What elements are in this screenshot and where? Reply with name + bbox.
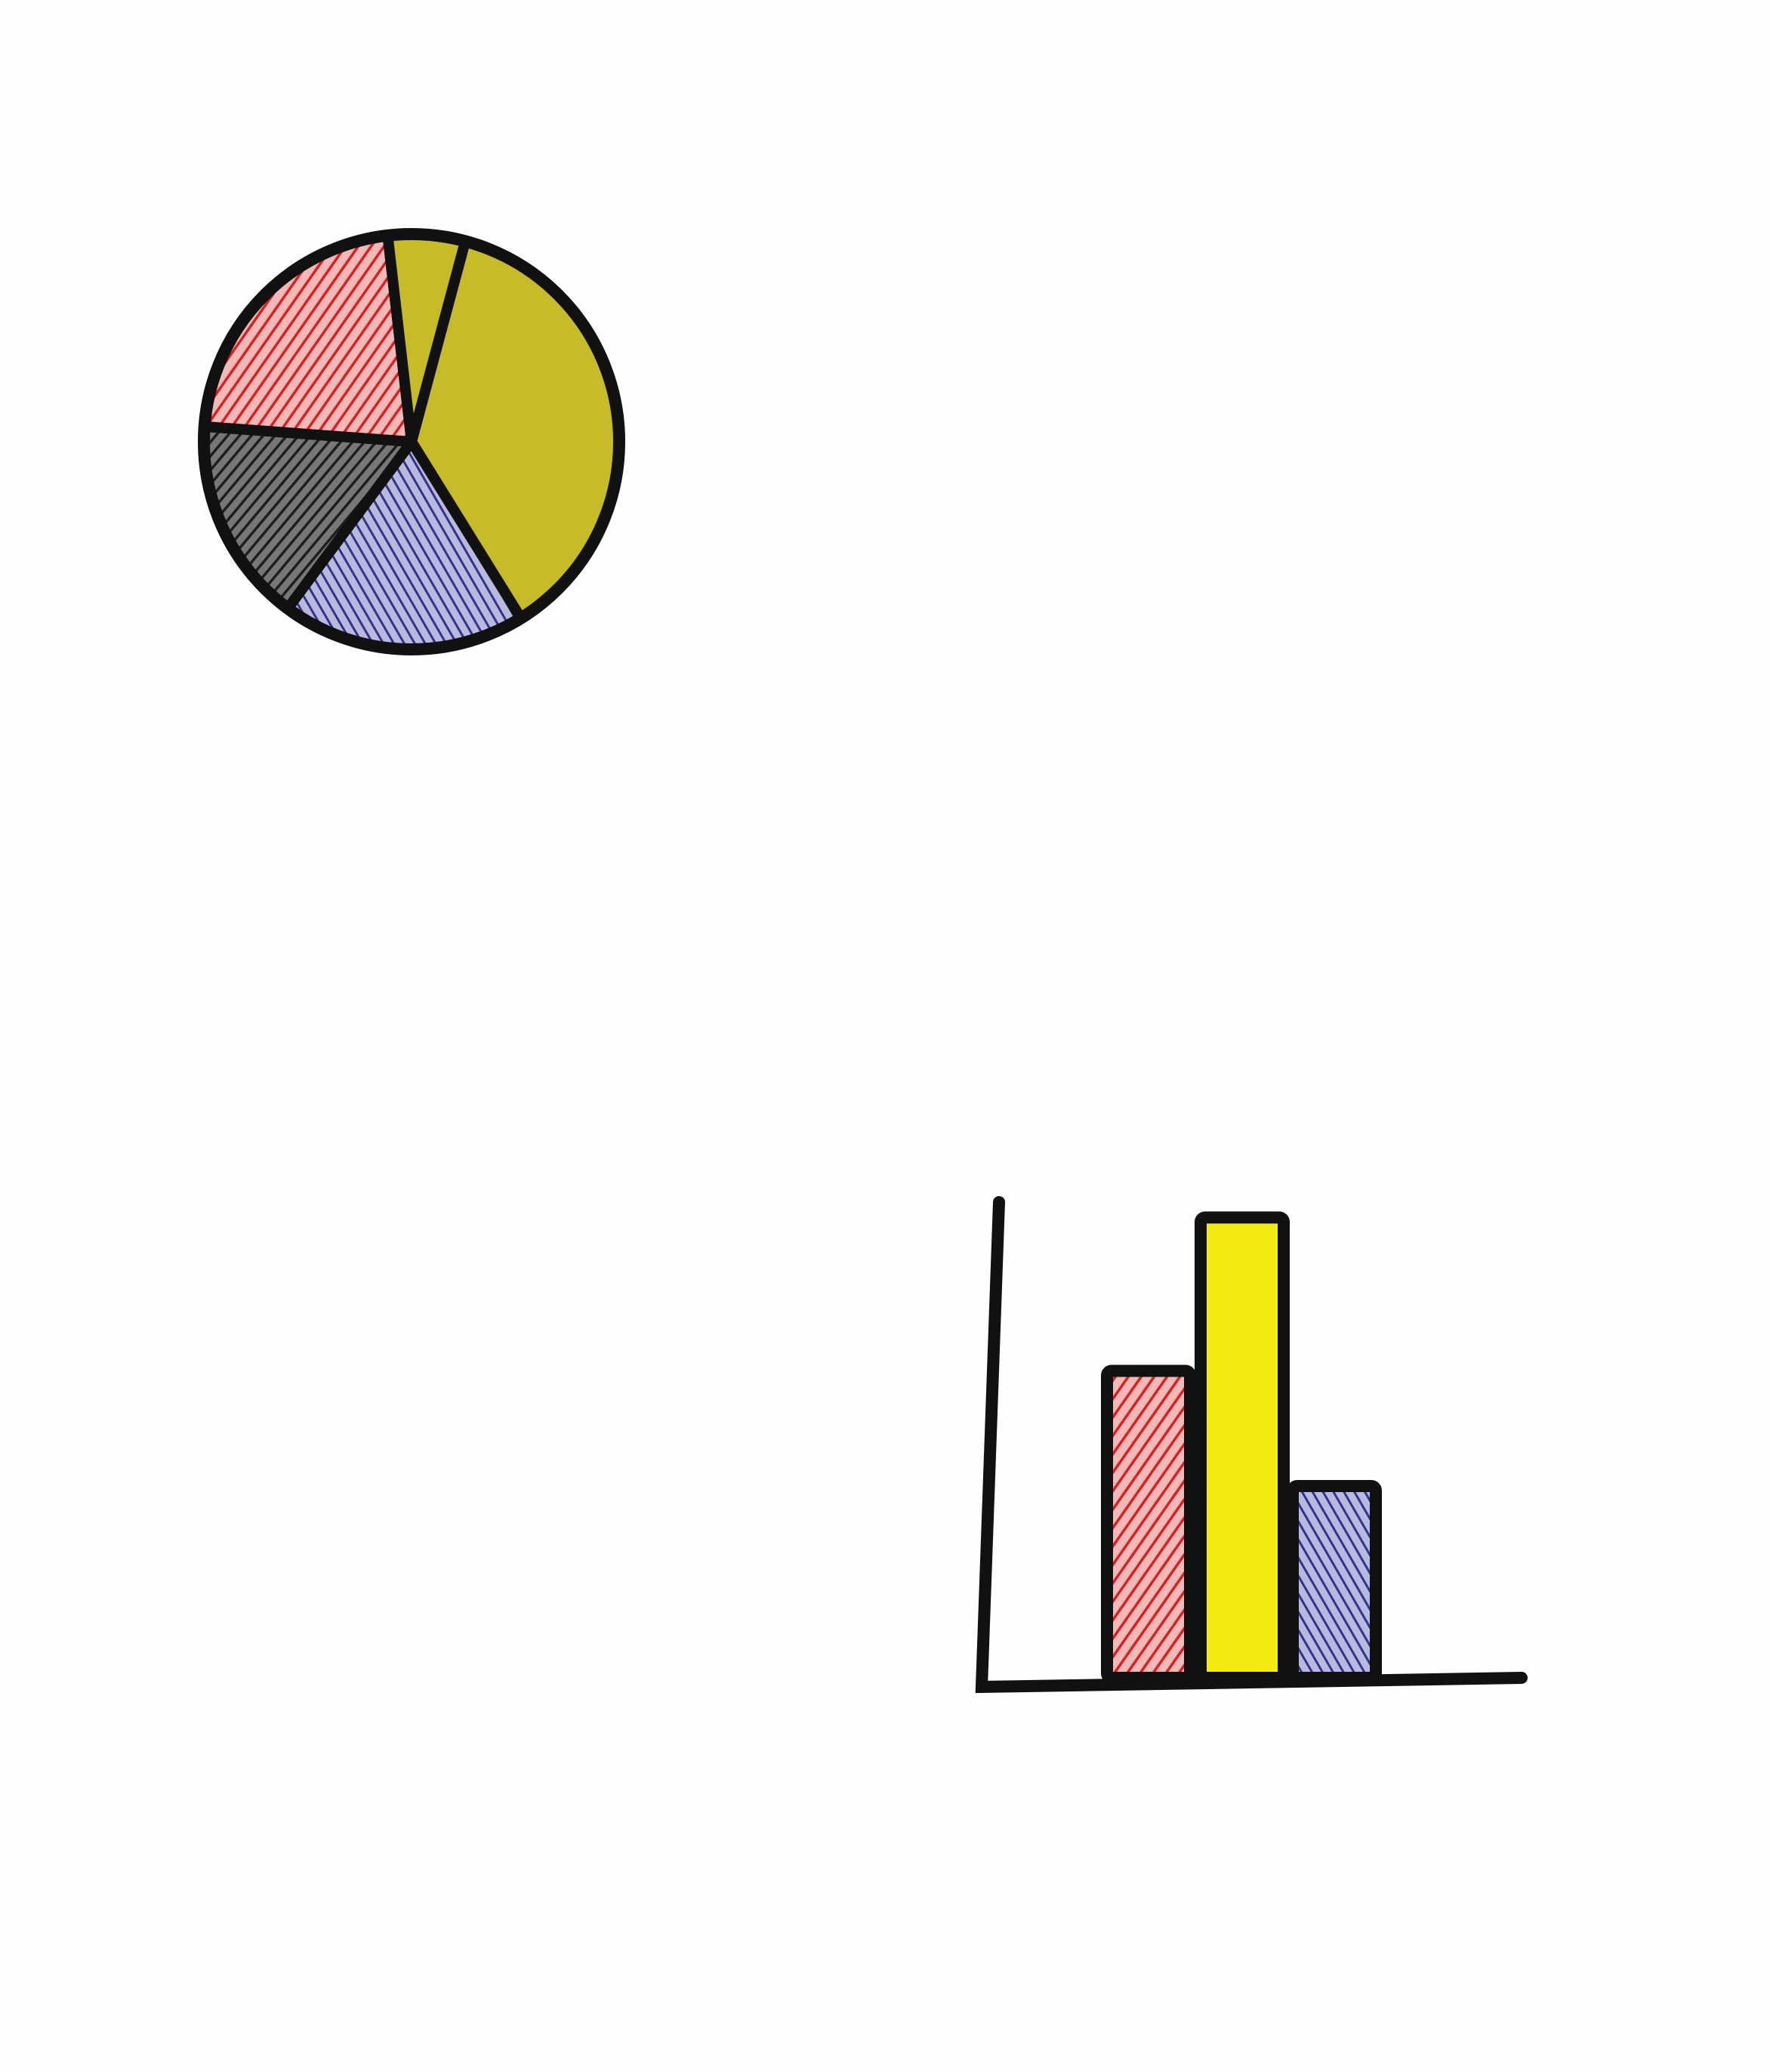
bar-chart-axes — [975, 1196, 1528, 1694]
bar-3 — [1287, 1479, 1382, 1685]
bar-1 — [1101, 1364, 1196, 1684]
pie-chart — [198, 228, 625, 655]
pie-outline — [198, 228, 625, 655]
bar-chart — [975, 1196, 1528, 1694]
bar-2 — [1195, 1211, 1290, 1685]
